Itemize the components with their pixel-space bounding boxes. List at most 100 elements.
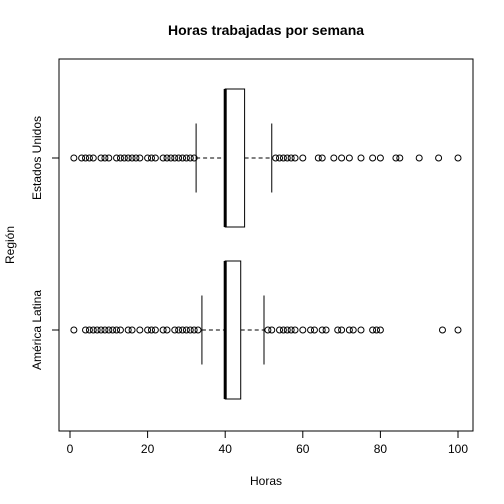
outlier-point — [268, 326, 276, 334]
outlier-point — [105, 154, 113, 162]
outlier-point — [276, 154, 284, 162]
outlier-point — [151, 154, 159, 162]
outlier-point — [338, 326, 346, 334]
x-axis-label: Horas — [250, 474, 282, 488]
y-axis: América Latina Estados Unidos — [30, 116, 60, 370]
x-tick-label: 20 — [141, 442, 155, 456]
outlier-point — [279, 326, 287, 334]
outlier-point — [101, 326, 109, 334]
iqr-box — [224, 260, 242, 400]
outlier-point — [89, 326, 97, 334]
outlier-point — [307, 326, 315, 334]
boxes — [70, 88, 462, 400]
outlier-point — [144, 154, 152, 162]
outlier-point — [147, 154, 155, 162]
outlier-point — [151, 326, 159, 334]
outlier-point — [338, 154, 346, 162]
x-tick-label: 0 — [67, 442, 74, 456]
outlier-point — [396, 154, 404, 162]
chart-title: Horas trabajadas por semana — [168, 22, 364, 38]
outlier-point — [116, 326, 124, 334]
outlier-point — [128, 326, 136, 334]
outlier-point — [357, 326, 365, 334]
outlier-point — [97, 154, 105, 162]
outlier-point — [435, 154, 443, 162]
outlier-point — [113, 154, 121, 162]
outlier-point — [272, 154, 280, 162]
outlier-point — [136, 326, 144, 334]
outlier-point — [415, 154, 423, 162]
outlier-point — [291, 326, 299, 334]
outlier-point — [159, 326, 167, 334]
outlier-point — [186, 326, 194, 334]
outlier-point — [357, 154, 365, 162]
outlier-point — [322, 326, 330, 334]
outlier-point — [147, 326, 155, 334]
outlier-point — [287, 154, 295, 162]
outlier-point — [120, 154, 128, 162]
box-america-latina — [70, 260, 462, 400]
outlier-point — [70, 326, 78, 334]
outlier-point — [283, 326, 291, 334]
outlier-point — [113, 326, 121, 334]
y-tick-label: Estados Unidos — [30, 116, 44, 200]
outlier-point — [454, 326, 462, 334]
outlier-point — [109, 326, 117, 334]
outlier-point — [314, 154, 322, 162]
outlier-point — [70, 154, 78, 162]
outlier-point — [279, 154, 287, 162]
outlier-point — [167, 154, 175, 162]
outlier-point — [454, 154, 462, 162]
outlier-point — [85, 326, 93, 334]
x-axis: 0 20 40 60 80 100 — [67, 430, 468, 456]
outlier-point — [345, 154, 353, 162]
outlier-point — [124, 326, 132, 334]
outlier-point — [373, 326, 381, 334]
y-tick-label: América Latina — [30, 290, 44, 370]
outlier-point — [287, 326, 295, 334]
outlier-point — [345, 326, 353, 334]
outlier-point — [310, 326, 318, 334]
outlier-point — [101, 154, 109, 162]
outlier-point — [105, 326, 113, 334]
outlier-point — [93, 326, 101, 334]
outlier-point — [376, 326, 384, 334]
x-tick-label: 40 — [219, 442, 233, 456]
outlier-point — [182, 154, 190, 162]
outlier-point — [175, 326, 183, 334]
outlier-point — [175, 154, 183, 162]
outlier-point — [194, 326, 202, 334]
outlier-point — [299, 326, 307, 334]
outlier-point — [179, 154, 187, 162]
outlier-point — [376, 154, 384, 162]
box-estados-unidos — [70, 88, 462, 228]
outlier-point — [334, 326, 342, 334]
outlier-point — [182, 326, 190, 334]
outlier-point — [89, 154, 97, 162]
outlier-point — [82, 326, 90, 334]
outlier-point — [78, 154, 86, 162]
x-tick-label: 100 — [448, 442, 468, 456]
outlier-point — [163, 326, 171, 334]
outlier-point — [318, 326, 326, 334]
outlier-point — [299, 154, 307, 162]
outlier-point — [330, 154, 338, 162]
outlier-point — [349, 326, 357, 334]
outlier-point — [369, 154, 377, 162]
outlier-point — [132, 154, 140, 162]
outlier-point — [318, 154, 326, 162]
x-tick-label: 60 — [296, 442, 310, 456]
outlier-point — [438, 326, 446, 334]
outlier-point — [190, 154, 198, 162]
outlier-point — [276, 326, 284, 334]
outlier-point — [186, 154, 194, 162]
outlier-point — [128, 154, 136, 162]
outlier-point — [291, 154, 299, 162]
outlier-point — [190, 326, 198, 334]
outlier-point — [159, 154, 167, 162]
outlier-point — [283, 154, 291, 162]
outlier-point — [163, 154, 171, 162]
outlier-point — [179, 326, 187, 334]
x-tick-label: 80 — [374, 442, 388, 456]
